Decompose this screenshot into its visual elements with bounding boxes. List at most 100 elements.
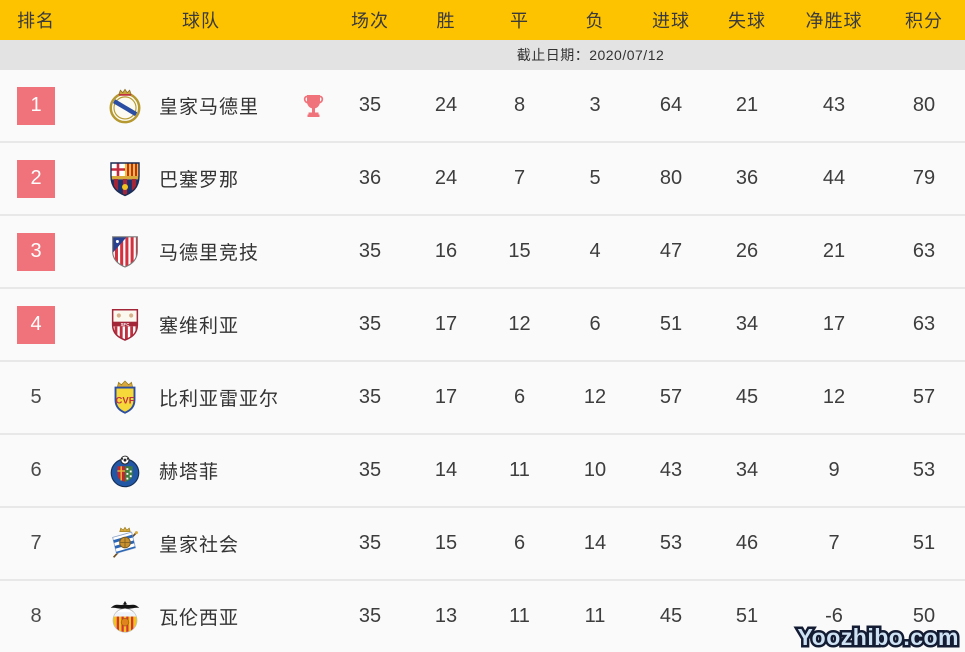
real-madrid-crest-icon (105, 86, 145, 126)
stat-goals-against: 21 (735, 94, 759, 116)
stat-wins: 24 (434, 94, 458, 116)
stat-points: 63 (912, 313, 936, 335)
rank-number: 6 (30, 459, 42, 481)
table-body: 1 皇家马德里 (0, 70, 965, 652)
stat-goals-for: 51 (659, 313, 683, 335)
team-cell: 皇家社会 (72, 508, 330, 579)
stat-wins: 14 (434, 459, 458, 481)
stat-draws: 7 (513, 167, 526, 189)
svg-text:SFC: SFC (121, 321, 131, 326)
team-name: 比利亚雷亚尔 (159, 389, 280, 410)
rank-cell: 3 (0, 232, 72, 271)
stat-played: 35 (358, 313, 382, 335)
stat-played: 36 (358, 167, 382, 189)
stat-losses: 6 (589, 313, 601, 335)
stat-played: 35 (358, 386, 382, 408)
table-header: 排名 球队 场次 胜 平 负 进球 失球 净胜球 积分 (0, 0, 965, 40)
stat-goal-diff: 17 (822, 313, 846, 335)
rank-cell: 8 (0, 605, 72, 628)
stat-goals-against: 45 (735, 386, 759, 408)
stat-goals-for: 43 (659, 459, 683, 481)
stat-points: 63 (912, 240, 936, 262)
stat-points: 50 (912, 605, 936, 627)
rank-badge: 1 (17, 86, 55, 125)
team-name: 皇家社会 (159, 535, 240, 556)
rank-number: 8 (30, 605, 42, 627)
villarreal-crest-icon: CVF (105, 378, 145, 418)
stat-goals-for: 80 (659, 167, 683, 189)
stat-goals-against: 34 (735, 459, 759, 481)
table-row[interactable]: 4 SFC (0, 287, 965, 360)
stat-losses: 12 (583, 386, 607, 408)
col-header-losses: 负 (585, 11, 605, 31)
col-header-goals-against: 失球 (728, 11, 766, 31)
stat-played: 35 (358, 94, 382, 116)
stat-played: 35 (358, 459, 382, 481)
getafe-crest-icon (105, 451, 145, 491)
team-name: 巴塞罗那 (159, 170, 240, 191)
stat-draws: 15 (508, 240, 531, 262)
date-bar: 截止日期：2020/07/12 (0, 40, 965, 70)
watermark: Yoozhibo.com (795, 622, 961, 652)
stat-played: 35 (358, 240, 382, 262)
col-header-goal-diff: 净胜球 (805, 11, 863, 31)
rank-cell: 6 (0, 459, 72, 482)
team-cell: 马德里竞技 (72, 216, 330, 287)
table-row[interactable]: 7 皇家社会 (0, 506, 965, 579)
team-cell: CVF 比利亚雷亚尔 (72, 362, 330, 433)
team-cell: 巴塞罗那 (72, 143, 330, 214)
stat-goals-against: 36 (735, 167, 759, 189)
real-sociedad-crest-icon (105, 524, 145, 564)
stat-draws: 11 (509, 605, 530, 627)
stat-goal-diff: 44 (822, 167, 846, 189)
stat-goal-diff: -6 (825, 605, 843, 627)
champion-trophy-icon (303, 94, 324, 118)
stat-draws: 12 (508, 313, 531, 335)
col-header-team: 球队 (182, 11, 220, 31)
stat-goals-for: 47 (659, 240, 683, 262)
stat-wins: 17 (434, 386, 458, 408)
stat-goals-for: 53 (659, 532, 683, 554)
stat-points: 51 (912, 532, 936, 554)
stat-wins: 24 (434, 167, 458, 189)
rank-badge: 2 (17, 159, 55, 198)
rank-cell: 1 (0, 86, 72, 125)
svg-text:CVF: CVF (116, 395, 135, 406)
table-row[interactable]: 2 (0, 141, 965, 214)
stat-draws: 8 (513, 94, 526, 116)
rank-badge: 3 (17, 232, 55, 271)
col-header-rank: 排名 (17, 11, 55, 31)
table-row[interactable]: 1 皇家马德里 (0, 70, 965, 141)
sevilla-crest-icon: SFC (105, 305, 145, 345)
stat-goal-diff: 21 (822, 240, 846, 262)
stat-goals-against: 34 (735, 313, 759, 335)
valencia-crest-icon (105, 597, 145, 637)
team-cell: 瓦伦西亚 (72, 581, 330, 652)
stat-points: 53 (912, 459, 936, 481)
team-name: 塞维利亚 (159, 316, 240, 337)
table-row[interactable]: 8 (0, 579, 965, 652)
table-row[interactable]: 6 (0, 433, 965, 506)
col-header-played: 场次 (351, 11, 389, 31)
rank-cell: 2 (0, 159, 72, 198)
team-cell: 皇家马德里 (72, 70, 330, 141)
table-row[interactable]: 3 马德里竞技 35 (0, 214, 965, 287)
stat-goals-against: 26 (735, 240, 759, 262)
stat-losses: 10 (583, 459, 607, 481)
stat-wins: 15 (434, 532, 458, 554)
team-name: 马德里竞技 (159, 243, 260, 264)
stat-goals-against: 51 (735, 605, 759, 627)
stat-losses: 3 (589, 94, 601, 116)
stat-goal-diff: 12 (822, 386, 846, 408)
table-row[interactable]: 5 CVF 比利亚雷亚尔 35 17 6 12 57 45 12 57 (0, 360, 965, 433)
col-header-goals-for: 进球 (652, 11, 690, 31)
atletico-madrid-crest-icon (105, 232, 145, 272)
col-header-points: 积分 (905, 11, 943, 31)
stat-draws: 6 (513, 386, 526, 408)
stat-draws: 11 (509, 459, 530, 481)
stat-goals-for: 45 (659, 605, 683, 627)
stat-played: 35 (358, 532, 382, 554)
rank-cell: 7 (0, 532, 72, 555)
stat-wins: 17 (434, 313, 458, 335)
